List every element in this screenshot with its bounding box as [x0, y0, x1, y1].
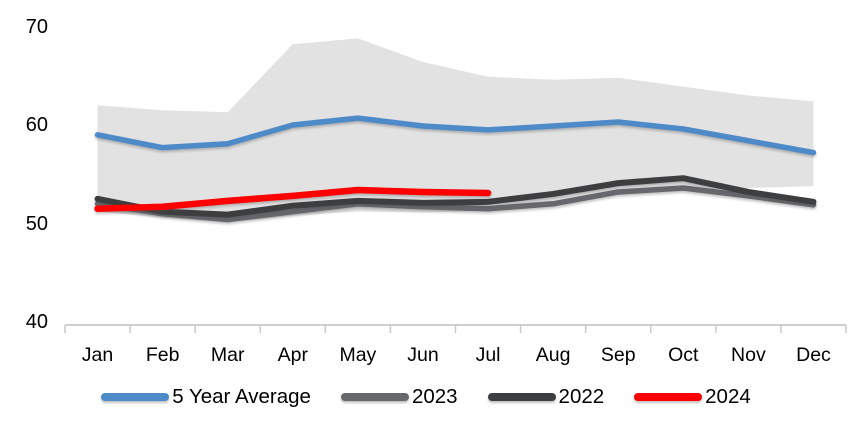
- legend-label: 2022: [558, 385, 605, 408]
- y-tick-label-50: 50: [25, 212, 48, 235]
- x-tick-label-jun: Jun: [407, 344, 439, 366]
- legend-label: 5 Year Average: [172, 385, 311, 408]
- legend-item-2022: 2022: [487, 385, 605, 409]
- y-tick-label-70: 70: [25, 15, 48, 38]
- x-tick-label-jan: Jan: [81, 344, 114, 366]
- x-tick-label-nov: Nov: [731, 344, 766, 366]
- y-tick-label-60: 60: [25, 114, 48, 136]
- legend-item-2023: 2023: [340, 385, 458, 409]
- line-5-year-average: [94, 115, 817, 156]
- line-2022: [94, 175, 817, 218]
- y-tick-label-40: 40: [25, 311, 48, 333]
- line-2024: [94, 186, 492, 212]
- x-tick-label-oct: Oct: [668, 344, 699, 366]
- x-tick-label-sep: Sep: [600, 344, 636, 366]
- legend-item-2024: 2024: [634, 385, 751, 409]
- plot-area: [64, 38, 847, 333]
- legend-label: 2023: [411, 385, 458, 408]
- legend-line-swatch: [634, 393, 703, 401]
- legend: 5 Year Average 2023 2022 2024: [0, 385, 852, 409]
- legend-line-swatch: [487, 393, 556, 401]
- legend-line-swatch: [340, 393, 409, 401]
- x-tick-label-mar: Mar: [210, 344, 245, 366]
- x-tick-label-dec: Dec: [796, 344, 831, 366]
- legend-label: 2024: [705, 385, 751, 408]
- x-tick-label-aug: Aug: [535, 344, 571, 366]
- line-2023: [94, 185, 817, 223]
- x-tick-label-apr: Apr: [277, 344, 308, 366]
- x-tick-label-may: May: [339, 344, 377, 366]
- x-tick-label-jul: Jul: [475, 344, 501, 366]
- x-tick-label-feb: Feb: [145, 344, 180, 366]
- legend-item-5-year-average: 5 Year Average: [101, 385, 311, 409]
- legend-line-swatch: [101, 393, 170, 401]
